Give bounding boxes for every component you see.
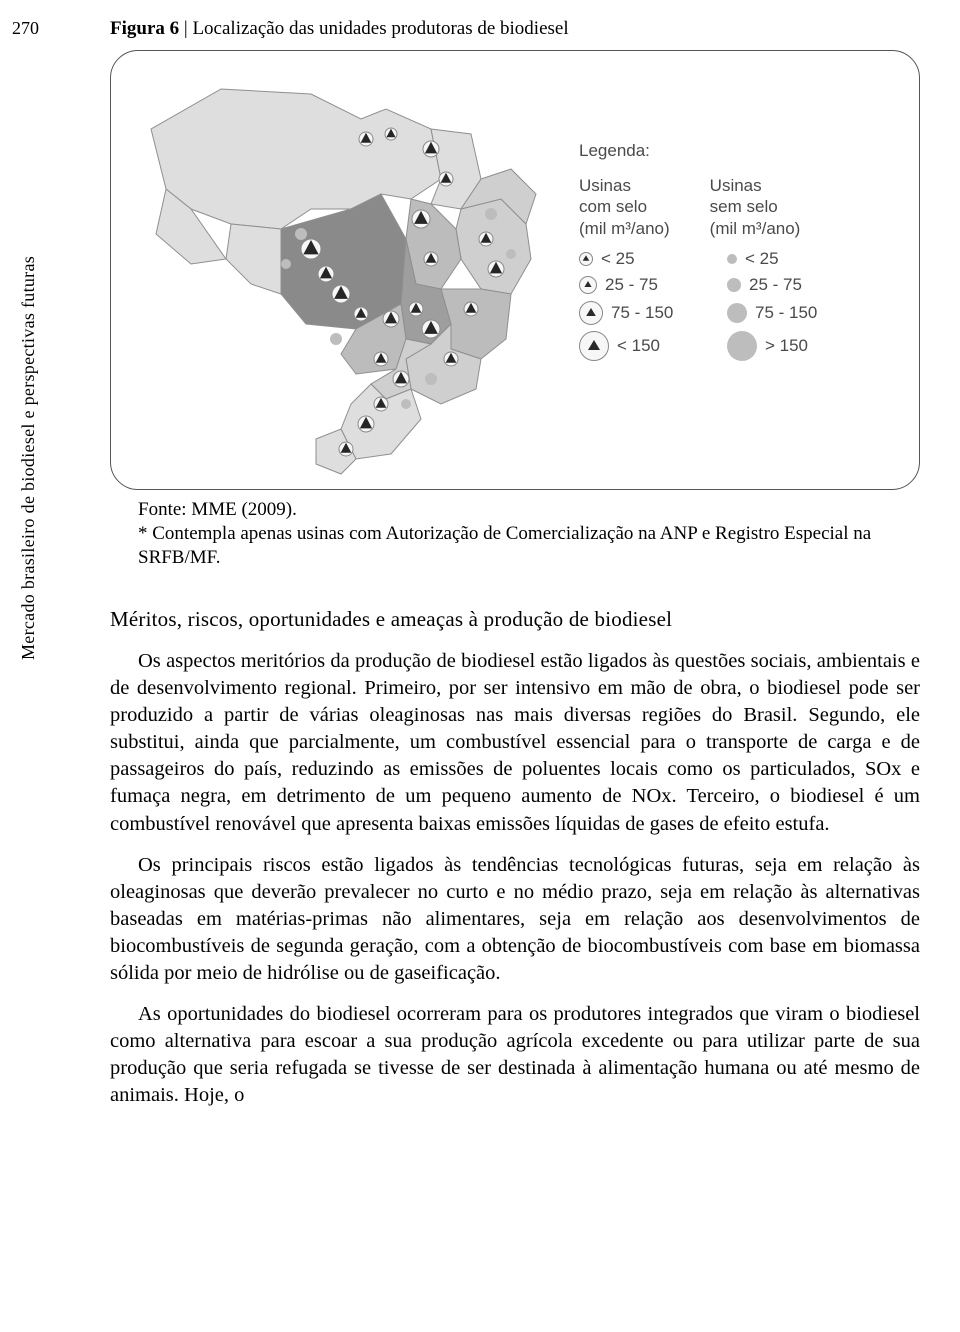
figure-label: Figura 6: [110, 18, 179, 39]
legend-label: 75 - 150: [611, 303, 673, 323]
legend-col-b-head: Usinas sem selo (mil m³/ano): [710, 175, 801, 239]
legend-label: 25 - 75: [605, 275, 658, 295]
legend-col-a-head: Usinas com selo (mil m³/ano): [579, 175, 670, 239]
figure-separator: |: [179, 18, 192, 39]
body-text: Os aspectos meritórios da produção de bi…: [110, 648, 920, 1109]
map-legend: Legenda: Usinas com selo (mil m³/ano) Us…: [579, 141, 889, 361]
legend-row: < 150 > 150: [579, 331, 889, 361]
legend-marker-selo-icon: [579, 301, 603, 325]
figure-box: Legenda: Usinas com selo (mil m³/ano) Us…: [110, 50, 920, 490]
brazil-map: [131, 59, 561, 479]
legend-row: < 25 < 25: [579, 249, 889, 269]
source-line-2: * Contempla apenas usinas com Autorizaçã…: [138, 522, 920, 570]
paragraph: Os aspectos meritórios da produção de bi…: [110, 648, 920, 837]
running-side-title: Mercado brasileiro de biodiesel e perspe…: [18, 40, 39, 660]
page-number: 270: [12, 18, 39, 39]
figure-source: Fonte: MME (2009). * Contempla apenas us…: [138, 498, 920, 569]
paragraph: Os principais riscos estão ligados às te…: [110, 852, 920, 987]
legend-label: < 25: [745, 249, 779, 269]
figure-title: Figura 6 | Localização das unidades prod…: [110, 18, 920, 40]
page-content: Figura 6 | Localização das unidades prod…: [110, 18, 920, 1123]
legend-label: < 25: [601, 249, 635, 269]
legend-label: > 150: [765, 336, 808, 356]
legend-label: 25 - 75: [749, 275, 802, 295]
legend-row: 75 - 150 75 - 150: [579, 301, 889, 325]
legend-marker-semselo-icon: [727, 254, 737, 264]
legend-marker-selo-icon: [579, 252, 593, 266]
legend-marker-selo-icon: [579, 276, 597, 294]
legend-title: Legenda:: [579, 141, 889, 161]
legend-marker-selo-icon: [579, 331, 609, 361]
legend-marker-semselo-icon: [727, 303, 747, 323]
legend-label: 75 - 150: [755, 303, 817, 323]
legend-label: < 150: [617, 336, 660, 356]
legend-marker-semselo-icon: [727, 331, 757, 361]
figure-caption: Localização das unidades produtoras de b…: [192, 18, 568, 39]
source-line-1: Fonte: MME (2009).: [138, 498, 920, 522]
section-heading: Méritos, riscos, oportunidades e ameaças…: [110, 607, 920, 632]
legend-row: 25 - 75 25 - 75: [579, 275, 889, 295]
paragraph: As oportunidades do biodiesel ocorreram …: [110, 1001, 920, 1109]
legend-marker-semselo-icon: [727, 278, 741, 292]
